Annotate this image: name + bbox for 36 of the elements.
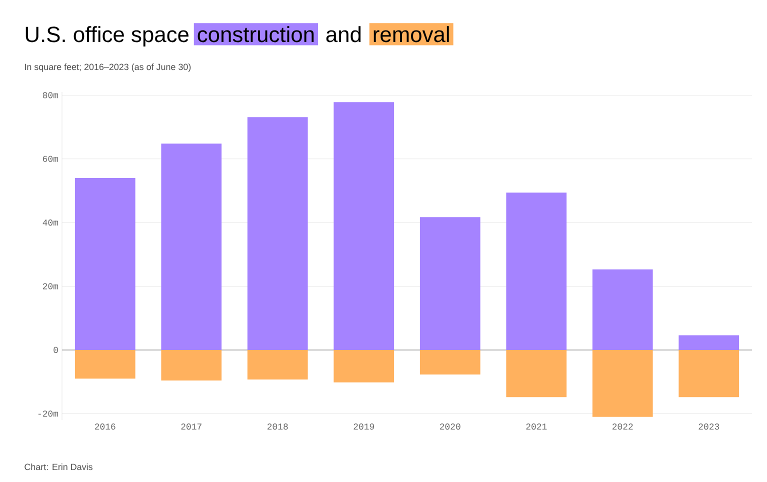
bar — [678, 335, 740, 350]
x-tick-label: 2019 — [354, 424, 374, 430]
y-tick-label: 40m — [42, 220, 58, 226]
bar — [161, 350, 222, 381]
text: and — [326, 26, 361, 42]
x-tick-label: 2016 — [94, 424, 116, 430]
bar — [161, 144, 222, 350]
bar — [74, 178, 136, 350]
text: removal — [374, 26, 449, 42]
x-tick-label: 2018 — [267, 424, 288, 430]
bar — [74, 350, 136, 379]
chart-subtitle: In square feet; 2016–2023 (as of June 30) — [25, 63, 191, 72]
y-tick-label: 20m — [42, 283, 58, 290]
bar — [247, 350, 308, 380]
x-tick-label: 2022 — [612, 424, 633, 430]
bar — [334, 102, 394, 350]
bar — [592, 269, 653, 350]
y-tick-label: 80m — [42, 92, 58, 98]
bar — [247, 117, 308, 350]
x-tick-label: 2020 — [440, 424, 460, 430]
bar — [334, 350, 394, 382]
x-tick-label: 2017 — [181, 424, 202, 430]
bar — [592, 350, 653, 417]
bar — [678, 350, 740, 398]
bar — [506, 192, 567, 350]
y-tick-label: -20m — [38, 410, 58, 417]
x-tick-label: 2021 — [526, 424, 547, 430]
bar — [506, 350, 567, 398]
bar — [420, 217, 480, 350]
y-tick-label: 0 — [54, 346, 58, 353]
chart-title: U.S. office space — [26, 26, 188, 47]
x-tick-label: 2023 — [698, 424, 720, 430]
text: construction — [198, 26, 314, 42]
bar — [420, 350, 480, 374]
text: Chart: Erin Davis — [24, 464, 92, 470]
y-tick-label: 60m — [42, 156, 58, 162]
